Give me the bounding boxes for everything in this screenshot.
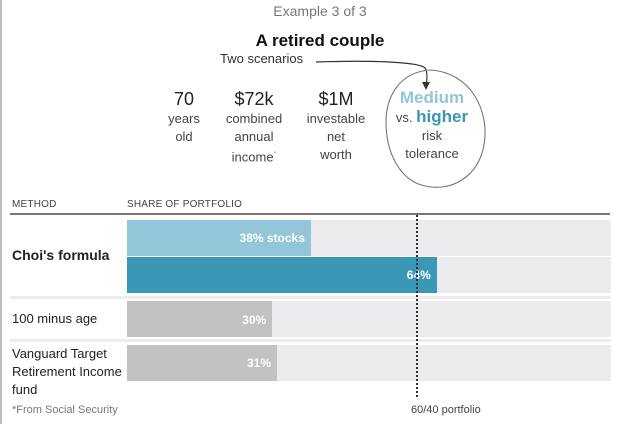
arrow-head-icon xyxy=(422,82,430,90)
row-label-choi: Choi's formula xyxy=(12,247,110,263)
column-header-share: SHARE OF PORTFOLIO xyxy=(127,199,243,210)
row-label-100-minus-age: 100 minus age xyxy=(12,311,98,326)
header-rule xyxy=(10,213,610,215)
bar-label-choi-medium: 38% stocks xyxy=(239,231,305,245)
stat-networth-line3: worth xyxy=(320,147,352,162)
annotation-arrow-and-circle xyxy=(315,60,486,188)
bar-label-vanguard: 31% xyxy=(247,356,272,370)
kicker: Example 3 of 3 xyxy=(273,3,367,19)
bar-100-minus-age xyxy=(127,301,273,337)
bar-choi-higher xyxy=(127,257,437,293)
footnote: *From Social Security xyxy=(12,404,118,416)
stat-age: 70 years old xyxy=(160,88,208,146)
bar-vanguard xyxy=(127,345,278,381)
column-header-method: METHOD xyxy=(12,199,57,210)
reference-line-60-40 xyxy=(416,215,419,397)
row-label-vanguard: Vanguard Target Retirement Income fund xyxy=(12,346,122,397)
bar-label-100-minus-age: 30% xyxy=(242,313,267,327)
row-separator xyxy=(10,296,611,299)
reference-line-label: 60/40 portfolio xyxy=(411,404,481,416)
chart-title: A retired couple xyxy=(255,31,385,50)
risk-tolerance-note: Medium vs. higher risk tolerance xyxy=(392,88,472,163)
stat-networth-line1: investable xyxy=(306,111,366,126)
stat-income-line2: annual xyxy=(234,129,274,144)
risk-line2: vs. higher xyxy=(392,108,472,127)
arrow-line xyxy=(315,60,428,87)
left-border xyxy=(0,0,2,424)
stat-age-line1: years xyxy=(168,111,200,126)
row-separator xyxy=(10,339,611,342)
subtitle: Two scenarios xyxy=(220,51,304,66)
bar-choi-medium xyxy=(127,220,311,256)
stat-income-line3: income* xyxy=(218,146,290,166)
stat-income: $72k combined annual income* xyxy=(218,88,290,166)
footnote-marker: * xyxy=(273,151,277,158)
stat-networth-value: $1M xyxy=(318,89,354,109)
stat-income-value: $72k xyxy=(234,89,274,109)
risk-medium: Medium xyxy=(399,88,465,107)
stat-age-line2: old xyxy=(175,129,193,144)
risk-higher: higher xyxy=(416,107,469,126)
stat-age-value: 70 xyxy=(173,89,195,109)
risk-line4: tolerance xyxy=(405,146,459,161)
bar-label-choi-higher: 64% xyxy=(406,268,431,282)
risk-vs: vs. xyxy=(395,110,413,125)
stat-income-line3-text: income xyxy=(231,149,274,165)
stat-networth: $1M investable net worth xyxy=(298,88,374,164)
stat-income-line1: combined xyxy=(225,111,283,126)
hand-drawn-circle xyxy=(385,69,486,188)
risk-line3: risk xyxy=(421,128,443,143)
stat-networth-line2: net xyxy=(326,129,346,144)
